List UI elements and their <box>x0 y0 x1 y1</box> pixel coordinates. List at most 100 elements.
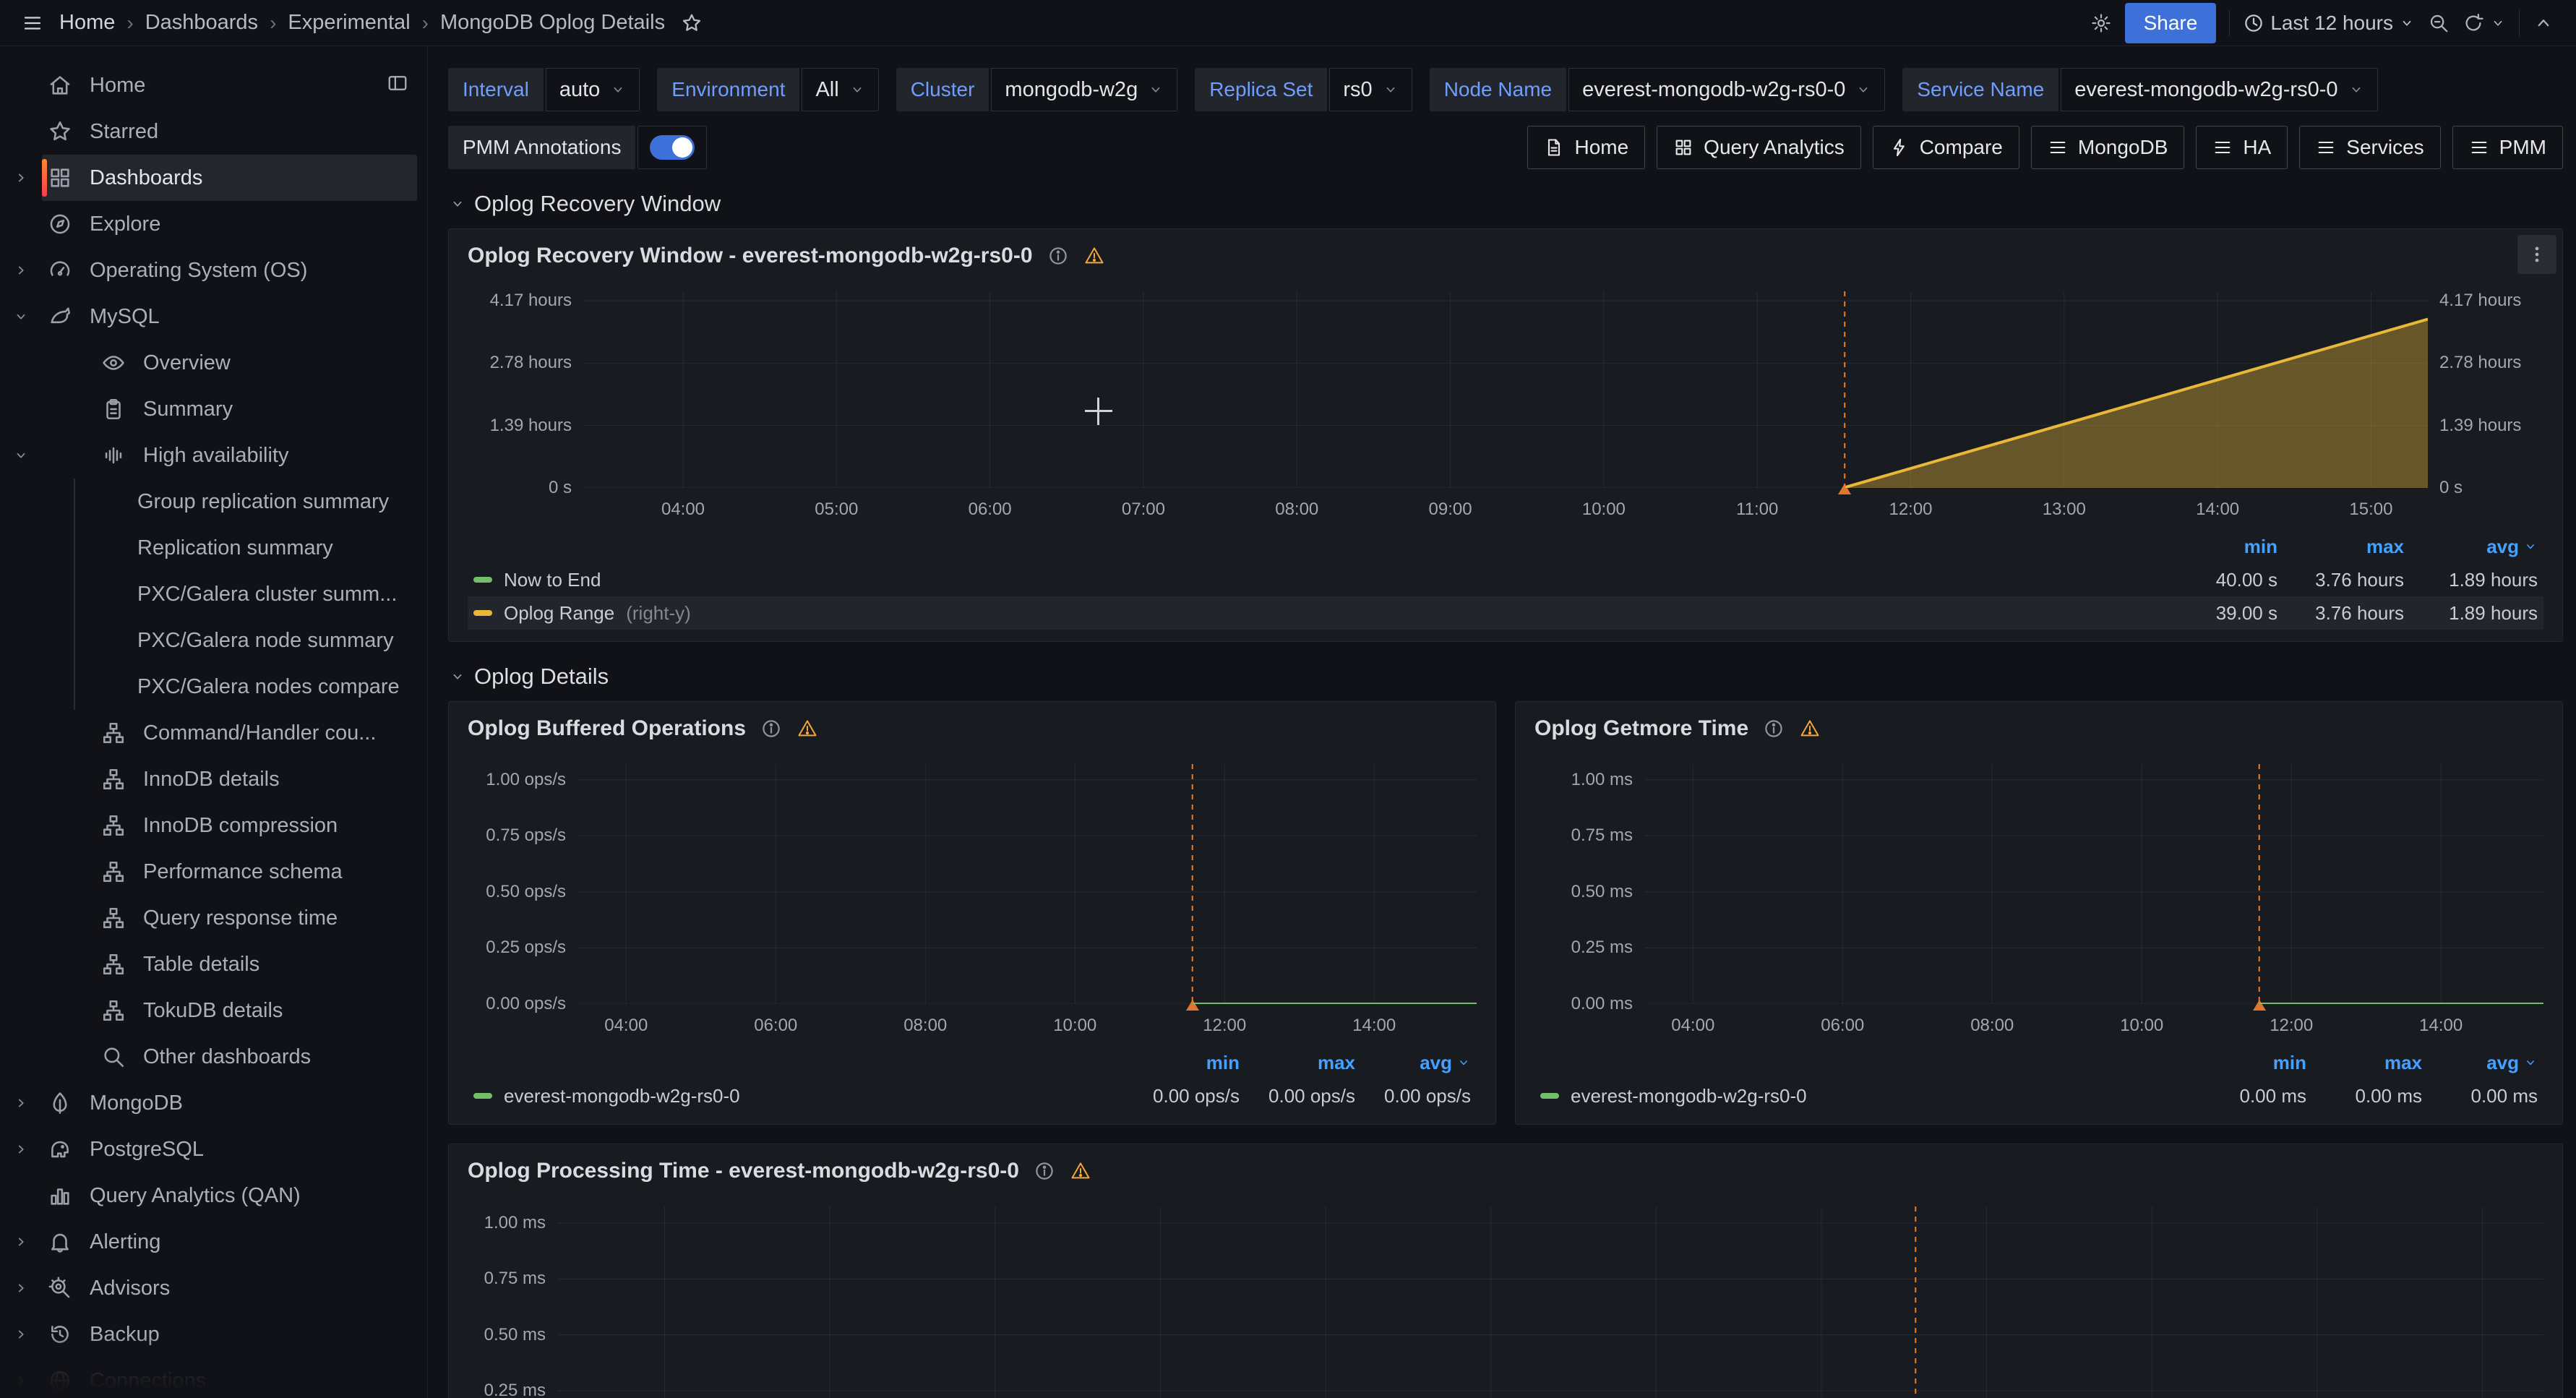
refresh-button[interactable] <box>2463 12 2506 34</box>
chevron-right-icon[interactable] <box>0 1080 42 1126</box>
sidebar-item-content[interactable]: Query Analytics (QAN) <box>42 1172 417 1219</box>
annotation-marker[interactable] <box>1185 1000 1199 1011</box>
legend-sort-max[interactable]: max <box>2277 536 2404 558</box>
sidebar-item-content[interactable]: MySQL <box>42 293 417 340</box>
menu-icon[interactable] <box>22 12 43 34</box>
sidebar-item-content[interactable]: Performance schema <box>95 849 417 895</box>
sidebar-item-content[interactable]: PXC/Galera nodes compare <box>42 664 417 710</box>
breadcrumb-dashboards[interactable]: Dashboards <box>145 11 259 34</box>
sidebar-item-content[interactable]: PXC/Galera cluster summ... <box>42 571 417 617</box>
link-button-services[interactable]: Services <box>2299 126 2441 169</box>
sidebar-item-starred[interactable]: Starred <box>0 108 427 155</box>
sidebar-item-pxc-galera-cluster-summ[interactable]: PXC/Galera cluster summ... <box>0 571 427 617</box>
sidebar-item-replication-summary[interactable]: Replication summary <box>0 525 427 571</box>
sidebar-item-connections[interactable]: Connections <box>0 1358 427 1398</box>
sidebar-item-content[interactable]: Replication summary <box>42 525 417 571</box>
sidebar-item-group-replication-summary[interactable]: Group replication summary <box>0 479 427 525</box>
breadcrumb-experimental[interactable]: Experimental <box>288 11 411 34</box>
legend-sort-max[interactable]: max <box>2306 1052 2422 1074</box>
chevron-right-icon[interactable] <box>0 1219 42 1265</box>
sidebar-item-high-availability[interactable]: High availability <box>0 432 427 479</box>
annotation-marker[interactable] <box>2252 1000 2266 1011</box>
sidebar-item-home[interactable]: Home <box>0 62 427 108</box>
sidebar-item-query-analytics-qan[interactable]: Query Analytics (QAN) <box>0 1172 427 1219</box>
sidebar-item-content[interactable]: Summary <box>95 386 417 432</box>
chevron-right-icon[interactable] <box>0 1311 42 1358</box>
sidebar-item-content[interactable]: Alerting <box>42 1219 417 1265</box>
sidebar-item-pxc-galera-node-summary[interactable]: PXC/Galera node summary <box>0 617 427 664</box>
panel-title[interactable]: Oplog Buffered Operations <box>468 716 747 740</box>
legend-series-toggle[interactable]: everest-mongodb-w2g-rs0-0 <box>473 1085 1124 1107</box>
info-icon[interactable] <box>1034 1160 1055 1182</box>
legend-sort-avg[interactable]: avg <box>2404 536 2538 558</box>
sidebar-item-advisors[interactable]: Advisors <box>0 1265 427 1311</box>
time-range-picker[interactable]: Last 12 hours <box>2243 12 2415 35</box>
filter-value-dropdown[interactable]: everest-mongodb-w2g-rs0-0 <box>2061 68 2378 111</box>
warning-icon[interactable] <box>797 718 818 739</box>
sidebar-item-backup[interactable]: Backup <box>0 1311 427 1358</box>
link-button-query-analytics[interactable]: Query Analytics <box>1657 126 1861 169</box>
legend-sort-min[interactable]: min <box>2151 536 2277 558</box>
filter-value-dropdown[interactable]: mongodb-w2g <box>991 68 1178 111</box>
sidebar-item-mongodb[interactable]: MongoDB <box>0 1080 427 1126</box>
sidebar-item-query-response-time[interactable]: Query response time <box>0 895 427 941</box>
link-button-pmm[interactable]: PMM <box>2452 126 2563 169</box>
collapse-sidebar-button[interactable] <box>387 72 408 94</box>
legend-series-toggle[interactable]: everest-mongodb-w2g-rs0-0 <box>1540 1085 2191 1107</box>
sidebar-item-content[interactable]: Group replication summary <box>42 479 417 525</box>
chevron-down-icon[interactable] <box>0 293 42 340</box>
panel-title[interactable]: Oplog Processing Time - everest-mongodb-… <box>468 1159 1019 1183</box>
share-button[interactable]: Share <box>2124 2 2217 43</box>
link-button-mongodb[interactable]: MongoDB <box>2030 126 2185 169</box>
legend-sort-min[interactable]: min <box>1124 1052 1240 1074</box>
chart-plot-area[interactable] <box>1644 764 2543 1011</box>
sidebar-item-content[interactable]: Operating System (OS) <box>42 247 417 293</box>
breadcrumb-home[interactable]: Home <box>59 11 116 34</box>
section-header-oplog-recovery-window[interactable]: Oplog Recovery Window <box>450 191 2563 217</box>
sidebar-item-operating-system-os[interactable]: Operating System (OS) <box>0 247 427 293</box>
sidebar-item-content[interactable]: Home <box>42 62 417 108</box>
chevron-right-icon[interactable] <box>0 1358 42 1398</box>
sidebar-item-table-details[interactable]: Table details <box>0 941 427 987</box>
chevron-right-icon[interactable] <box>0 1126 42 1172</box>
panel-menu-button[interactable] <box>2517 235 2556 274</box>
sidebar-item-content[interactable]: Other dashboards <box>95 1034 417 1080</box>
chevron-right-icon[interactable] <box>0 1265 42 1311</box>
sidebar-item-innodb-details[interactable]: InnoDB details <box>0 756 427 802</box>
info-icon[interactable] <box>1047 245 1069 267</box>
warning-icon[interactable] <box>1070 1160 1091 1182</box>
favorite-star-icon[interactable] <box>681 12 703 34</box>
chevron-right-icon[interactable] <box>0 247 42 293</box>
sidebar-item-content[interactable]: Command/Handler cou... <box>95 710 417 756</box>
sidebar-item-content[interactable]: Connections <box>42 1358 417 1398</box>
sidebar-item-content[interactable]: MongoDB <box>42 1080 417 1126</box>
legend-series-toggle[interactable]: Now to End <box>473 569 2151 591</box>
link-button-compare[interactable]: Compare <box>1872 126 2019 169</box>
chart-plot-area[interactable] <box>583 291 2428 494</box>
sidebar-item-content[interactable]: Advisors <box>42 1265 417 1311</box>
pmm-annotations-toggle[interactable] <box>637 126 708 169</box>
sidebar-item-innodb-compression[interactable]: InnoDB compression <box>0 802 427 849</box>
sidebar-item-explore[interactable]: Explore <box>0 201 427 247</box>
sidebar-item-content[interactable]: PostgreSQL <box>42 1126 417 1172</box>
warning-icon[interactable] <box>1799 718 1821 739</box>
collapse-toolbar-button[interactable] <box>2533 12 2554 34</box>
chart-plot-area[interactable] <box>578 764 1477 1011</box>
info-icon[interactable] <box>760 718 782 739</box>
link-button-home[interactable]: Home <box>1527 126 1646 169</box>
legend-sort-avg[interactable]: avg <box>1355 1052 1471 1074</box>
filter-value-dropdown[interactable]: auto <box>545 68 640 111</box>
sidebar-item-content[interactable]: Table details <box>95 941 417 987</box>
sidebar-item-mysql[interactable]: MySQL <box>0 293 427 340</box>
section-header-oplog-details[interactable]: Oplog Details <box>450 664 2563 690</box>
sidebar-item-content[interactable]: Backup <box>42 1311 417 1358</box>
legend-sort-min[interactable]: min <box>2191 1052 2306 1074</box>
legend-sort-avg[interactable]: avg <box>2422 1052 2538 1074</box>
sidebar-item-pxc-galera-nodes-compare[interactable]: PXC/Galera nodes compare <box>0 664 427 710</box>
legend-sort-max[interactable]: max <box>1240 1052 1355 1074</box>
sidebar-item-content[interactable]: Dashboards <box>42 155 417 201</box>
chevron-right-icon[interactable] <box>0 155 42 201</box>
sidebar-item-content[interactable]: Explore <box>42 201 417 247</box>
sidebar-item-content[interactable]: PXC/Galera node summary <box>42 617 417 664</box>
link-button-ha[interactable]: HA <box>2196 126 2288 169</box>
